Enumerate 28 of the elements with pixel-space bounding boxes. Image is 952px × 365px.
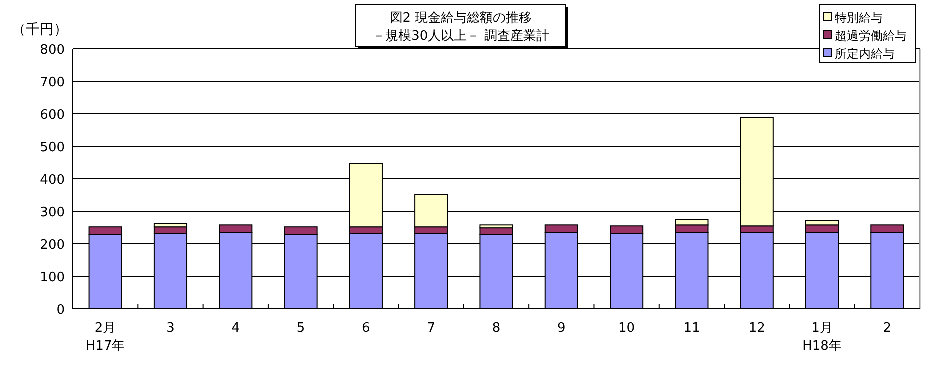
legend-label: 超過労働給与 <box>835 29 907 43</box>
x-tick-label: 1月 H18年 <box>802 321 842 354</box>
y-tick-label: 200 <box>40 238 65 253</box>
y-tick-label: 700 <box>40 76 65 90</box>
x-tick-label: 12 <box>748 321 766 336</box>
legend-label: 所定内給与 <box>835 47 895 61</box>
x-tick-label: 11 <box>684 321 700 336</box>
y-tick-label: 100 <box>40 270 65 286</box>
x-tick-label: 7 <box>427 321 436 336</box>
legend-label: 特別給与 <box>835 11 883 25</box>
x-tick-label: 6 <box>362 321 370 336</box>
y-axis-title: （千円） <box>12 22 68 38</box>
x-tick-label: 3 <box>166 321 175 336</box>
y-tick-label: 300 <box>40 206 65 220</box>
y-tick-label: 600 <box>40 108 65 123</box>
x-tick-label: 10 <box>618 321 636 336</box>
y-tick-label: 500 <box>40 140 65 156</box>
x-tick-label: 2月 H17年 <box>86 321 126 354</box>
chart-title: 図2 現金給与総額の推移 <box>390 11 532 26</box>
y-tick-label: 0 <box>56 303 65 318</box>
x-tick-label: 9 <box>558 321 566 336</box>
y-tick-label: 800 <box>40 43 65 58</box>
chart-subtitle: －規模30人以上－ 調査産業計 <box>372 28 550 44</box>
x-tick-label: 5 <box>296 321 306 336</box>
x-tick-label: 4 <box>232 321 240 336</box>
y-tick-label: 400 <box>40 173 65 188</box>
x-tick-label: 2 <box>883 321 892 336</box>
x-tick-label: 8 <box>492 321 501 336</box>
